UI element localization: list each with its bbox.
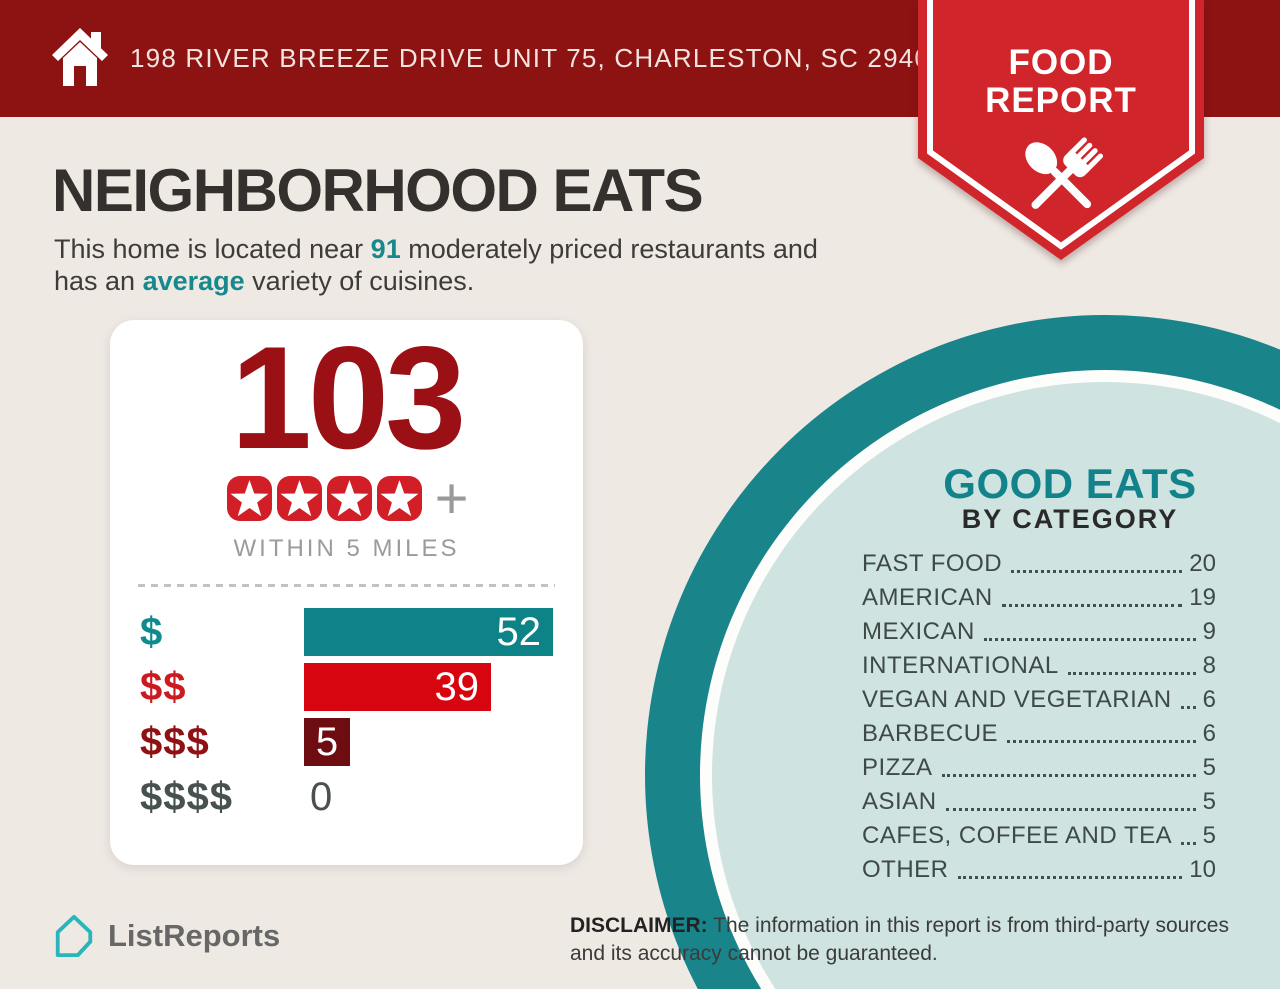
price-tier-label: $$ <box>140 664 187 709</box>
category-label: INTERNATIONAL <box>862 652 1059 679</box>
price-bar: 52 <box>304 608 553 656</box>
bar-value: 5 <box>315 719 339 764</box>
good-eats-subtitle: BY CATEGORY <box>961 504 1179 534</box>
category-label: AMERICAN <box>862 584 993 611</box>
bar-zone: 52 <box>304 608 553 656</box>
category-row: OTHER 10 <box>862 856 1216 884</box>
dashed-divider <box>138 584 555 587</box>
restaurant-count-inline: 91 <box>370 234 401 264</box>
listreports-brand-name: ListReports <box>108 918 281 953</box>
intro-line2: has an average variety of cuisines. <box>54 266 475 296</box>
dotted-leader <box>983 638 1196 641</box>
price-row: $$ 39 <box>140 663 553 711</box>
disclaimer: DISCLAIMER: The information in this repo… <box>570 914 1229 965</box>
category-value: 19 <box>1189 584 1216 611</box>
spoon-fork-icon <box>1025 137 1104 209</box>
dotted-leader <box>1001 604 1183 607</box>
category-row: MEXICAN 9 <box>862 618 1216 646</box>
bar-zone: 0 <box>304 773 553 821</box>
variety-highlight: average <box>142 266 245 296</box>
category-row: ASIAN 5 <box>862 788 1216 816</box>
dotted-leader <box>945 808 1196 811</box>
category-label: FAST FOOD <box>862 550 1003 577</box>
star-rating: + <box>110 466 583 531</box>
disclaimer-label: DISCLAIMER: <box>570 914 708 937</box>
bar-value: 52 <box>496 609 542 654</box>
category-label: MEXICAN <box>862 618 975 645</box>
food-report-ribbon: FOOD REPORT <box>918 0 1204 260</box>
category-value: 5 <box>1202 754 1216 781</box>
category-row: FAST FOOD 20 <box>862 550 1216 578</box>
price-tier-label: $ <box>140 609 164 654</box>
category-value: 8 <box>1202 652 1216 679</box>
category-value: 20 <box>1189 550 1216 577</box>
category-value: 5 <box>1202 822 1216 849</box>
category-label: VEGAN AND VEGETARIAN <box>862 686 1172 713</box>
price-row: $$$ 5 <box>140 718 553 766</box>
listreports-brand: ListReports <box>52 912 280 960</box>
category-value: 10 <box>1189 856 1216 883</box>
ribbon-line1: FOOD <box>1008 43 1113 82</box>
category-value: 5 <box>1202 788 1216 815</box>
category-row: INTERNATIONAL 8 <box>862 652 1216 680</box>
category-row: PIZZA 5 <box>862 754 1216 782</box>
category-row: CAFES, COFFEE AND TEA 5 <box>862 822 1216 850</box>
price-tier-chart: $52 $$ 39 $$$ 5 $$$$ 0 <box>140 608 553 828</box>
intro-line1: This home is located near 91 moderately … <box>54 234 818 264</box>
star-tiles <box>225 476 425 521</box>
category-label: ASIAN <box>862 788 937 815</box>
dotted-leader <box>1011 570 1183 573</box>
restaurant-stats-card: 103 + WITHIN 5 MILES $52 $$ 39 $$$ 5 $$$$ 0 <box>110 320 583 865</box>
intro-text: This home is located near 91 moderately … <box>54 233 818 297</box>
dotted-leader <box>1007 740 1196 743</box>
dotted-leader <box>1181 842 1196 845</box>
price-row: $$$$ 0 <box>140 773 553 821</box>
category-value: 6 <box>1202 686 1216 713</box>
page-title: NEIGHBORHOOD EATS <box>52 157 704 224</box>
category-row: BARBECUE 6 <box>862 720 1216 748</box>
bar-zone: 5 <box>304 718 553 766</box>
dotted-leader <box>1180 706 1196 709</box>
bar-value: 0 <box>310 775 333 819</box>
category-label: PIZZA <box>862 754 933 781</box>
price-bar: 5 <box>304 718 350 766</box>
category-row: VEGAN AND VEGETARIAN 6 <box>862 686 1216 714</box>
price-bar: 39 <box>304 663 491 711</box>
star-icon <box>327 476 373 521</box>
dotted-leader <box>941 774 1196 777</box>
category-label: BARBECUE <box>862 720 999 747</box>
category-label: OTHER <box>862 856 949 883</box>
restaurant-count: 103 <box>230 316 467 479</box>
star-icon <box>377 476 423 521</box>
listreports-logo-icon <box>55 914 93 958</box>
home-icon <box>52 28 108 86</box>
price-tier-label: $$$ <box>140 719 210 764</box>
star-icon <box>227 476 273 521</box>
bar-value: 39 <box>434 664 480 709</box>
dotted-leader <box>957 876 1183 879</box>
bar-zone: 39 <box>304 663 553 711</box>
property-address: 198 RIVER BREEZE DRIVE UNIT 75, CHARLEST… <box>130 43 946 73</box>
category-list: FAST FOOD 20 AMERICAN 19 MEXICAN 9 INTERNATION… <box>862 550 1216 891</box>
star-icon <box>277 476 323 521</box>
category-row: AMERICAN 19 <box>862 584 1216 612</box>
category-label: CAFES, COFFEE AND TEA <box>862 822 1173 849</box>
ribbon-line2: REPORT <box>985 81 1137 120</box>
plus-icon: + <box>434 466 469 531</box>
dotted-leader <box>1067 672 1196 675</box>
price-tier-label: $$$$ <box>140 774 233 819</box>
category-value: 6 <box>1202 720 1216 747</box>
good-eats-title: GOOD EATS <box>943 460 1197 507</box>
category-value: 9 <box>1202 618 1216 645</box>
radius-label: WITHIN 5 MILES <box>233 535 460 562</box>
price-row: $52 <box>140 608 553 656</box>
